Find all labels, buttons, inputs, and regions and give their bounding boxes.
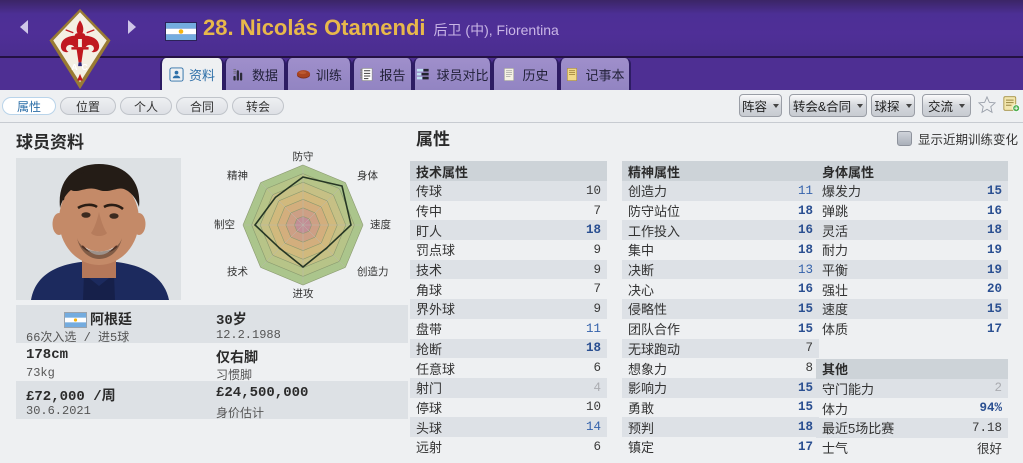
svg-text:创造力: 创造力 <box>357 265 389 278</box>
svg-text:身体: 身体 <box>357 169 378 182</box>
svg-text:进攻: 进攻 <box>293 287 314 300</box>
svg-text:速度: 速度 <box>370 218 391 231</box>
svg-text:技术: 技术 <box>227 265 248 278</box>
svg-text:A C: A C <box>71 62 88 72</box>
svg-text:防守: 防守 <box>293 150 314 163</box>
svg-text:精神: 精神 <box>227 169 248 182</box>
svg-text:制空: 制空 <box>214 218 235 231</box>
